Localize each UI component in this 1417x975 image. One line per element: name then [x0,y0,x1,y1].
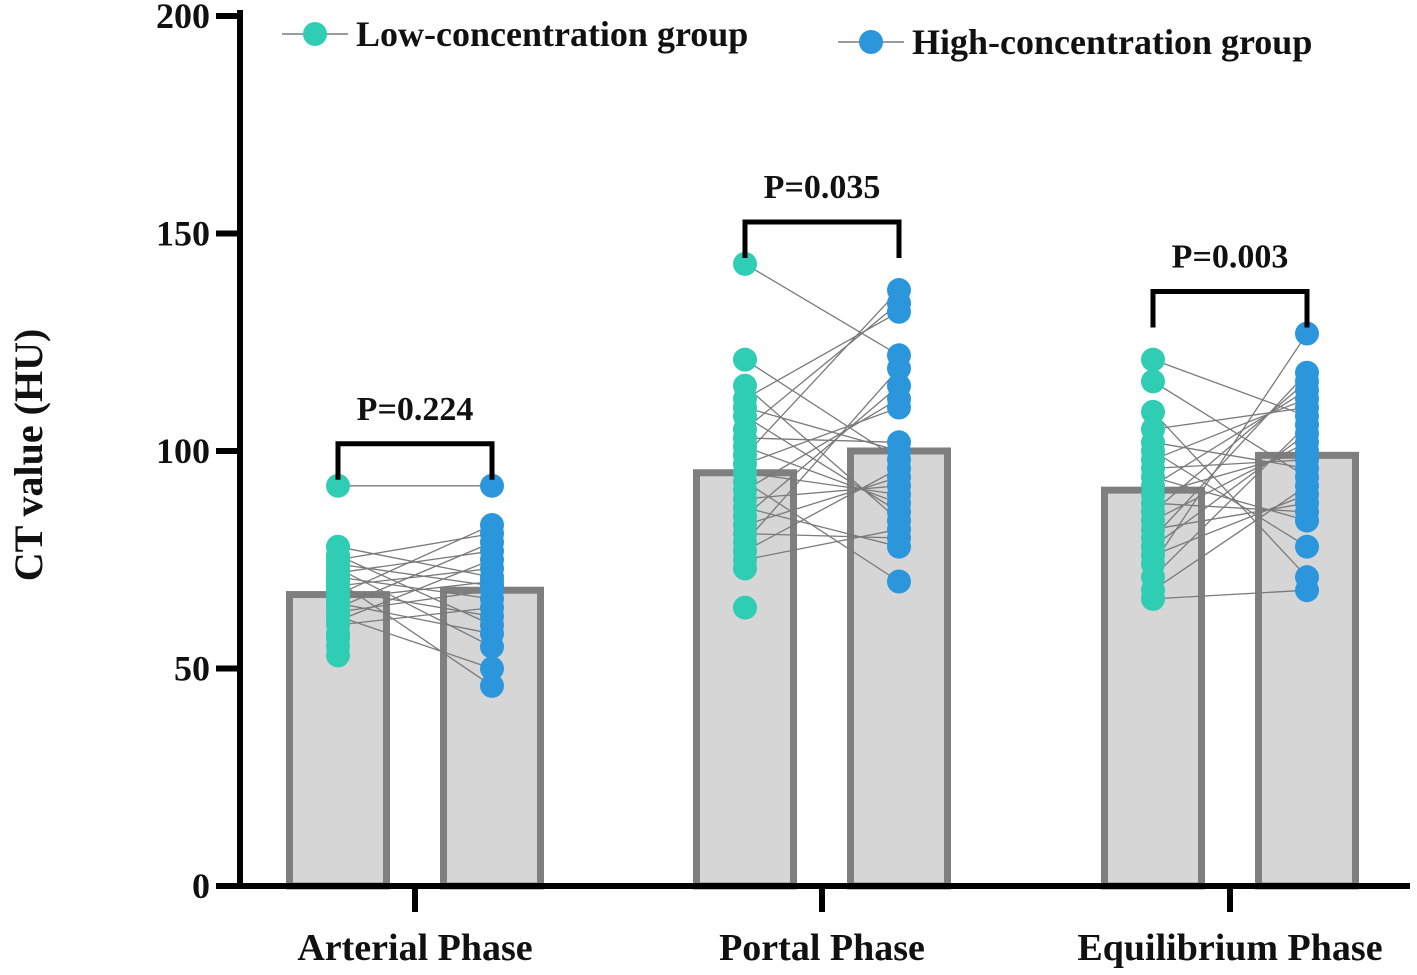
bar-high-0 [440,586,544,890]
significance-bracket [335,441,495,480]
pair-line [1152,380,1308,513]
pair-line [744,406,900,465]
data-point-low [1141,586,1165,611]
pair-line [337,541,493,609]
data-point-high [480,656,504,681]
data-point-high [1295,534,1319,559]
data-point-low [733,595,757,620]
legend: Low-concentration group High-concentratio… [282,14,1312,62]
data-point-high [887,299,911,324]
pair-line [1152,372,1308,539]
pair-line [337,533,493,561]
pair-line [1152,589,1308,600]
data-point-low [733,347,757,372]
pair-line [1152,485,1308,591]
pair-line [744,289,900,456]
pair-line [744,467,900,552]
data-point-low [326,643,350,668]
pair-line [744,385,900,517]
pair-line [744,437,900,443]
pair-line [744,263,900,356]
pair-line [744,533,900,539]
significance-bracket [742,219,902,258]
data-point-low [733,251,757,276]
axes-layer: 0 50 100 150 200 Arterial Phase Portal Phase Eq… [156,0,1410,969]
data-point-high [1295,508,1319,533]
p-value-label: P=0.224 [357,391,474,428]
y-tick-label: 150 [156,214,210,254]
y-axis-title: CT value (HU) [6,329,51,582]
pair-line [1152,398,1308,461]
pair-line [744,311,900,400]
pair-line [337,615,493,670]
pair-line [337,550,493,574]
pair-line [1152,476,1308,522]
data-point-high [887,534,911,559]
pair-line [1152,433,1308,548]
data-point-high [480,634,504,659]
pair-line [1152,406,1308,430]
pair-line [337,567,493,648]
pair-line [337,580,493,687]
pair-line [337,606,493,626]
data-point-low [1141,399,1165,424]
pair-line [744,367,900,543]
pair-line [337,524,493,596]
y-tick-label: 100 [156,431,210,471]
legend-marker-high [859,30,883,54]
significance-brackets-layer: P=0.224 P=0.035 P=0.003 [335,169,1310,480]
pair-line [337,589,493,613]
pair-line [744,485,900,500]
pair-line [1152,459,1308,470]
y-tick-label: 0 [192,866,210,906]
data-point-high [480,473,504,498]
pair-line [1152,411,1308,578]
pair-line [744,472,900,496]
pair-line [337,576,493,600]
pair-line [1152,450,1308,496]
pair-line [1152,441,1308,522]
pair-line [337,589,493,617]
data-point-high [887,395,911,420]
data-point-high [887,356,911,381]
pair-line [1152,493,1308,557]
legend-label-low: Low-concentration group [356,14,748,54]
pair-line [744,446,900,504]
legend-marker-low [303,22,327,46]
pair-line [1152,333,1308,565]
pair-line [744,406,900,452]
data-point-high [1295,578,1319,603]
p-value-label: P=0.035 [764,169,881,206]
x-tick-label: Arterial Phase [297,927,532,969]
data-point-high [1295,321,1319,346]
y-tick-label: 50 [174,649,210,689]
paired-lines-layer [337,263,1308,687]
significance-bracket [1150,289,1310,328]
pair-line [744,415,900,513]
pair-line [744,480,900,583]
data-points-layer [326,251,1319,698]
p-value-label: P=0.003 [1172,239,1289,276]
pair-line [744,398,900,491]
data-point-high [887,569,911,594]
data-point-low [1141,369,1165,394]
pair-line [744,302,900,430]
legend-label-high: High-concentration group [912,22,1312,62]
pair-line [1152,424,1308,578]
data-point-low [326,473,350,498]
pair-line [1152,502,1308,513]
x-tick-label: Portal Phase [719,927,925,969]
data-point-high [480,673,504,698]
pair-line [744,528,900,561]
pair-line [337,559,493,622]
data-point-low [733,556,757,581]
data-point-low [1141,347,1165,372]
pair-line [1152,389,1308,487]
bars-layer [286,447,1359,890]
pair-line [744,359,900,461]
y-tick-label: 200 [156,0,210,36]
x-tick-label: Equilibrium Phase [1077,927,1382,969]
pair-line [744,476,900,526]
